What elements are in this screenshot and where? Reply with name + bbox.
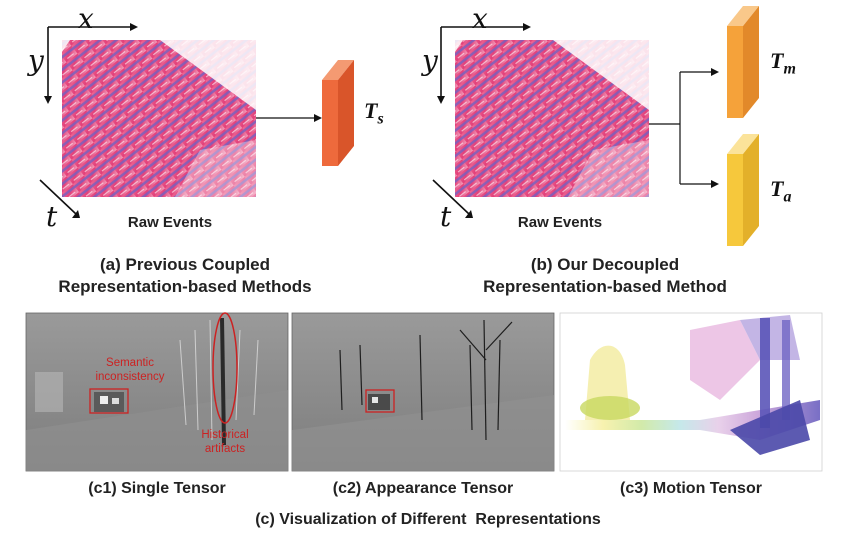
caption-a-line2: Representation-based Methods <box>58 277 312 296</box>
raw-events-label-a: Raw Events <box>127 214 213 231</box>
caption-c3: (c3) Motion Tensor <box>620 480 762 497</box>
x-axis-label-b: x <box>472 2 488 35</box>
t-axis-arrow-a <box>39 179 77 215</box>
y-axis-label-b: y <box>422 44 438 77</box>
c2-appearance-tensor-image <box>291 312 555 472</box>
tensor-ta-label: Ta <box>770 176 792 206</box>
raw-events-label-b: Raw Events <box>517 214 603 231</box>
tensor-tm-block <box>727 6 759 118</box>
semantic-inconsistency-box <box>89 388 129 414</box>
t-axis-arrow-b <box>432 179 470 215</box>
tensor-ta-block <box>727 134 759 246</box>
x-axis-label-a: x <box>78 2 94 35</box>
semantic-inconsistency-label: Semantic inconsistency <box>80 356 180 384</box>
caption-a: (a) Previous Coupled Representation-base… <box>20 254 350 298</box>
historical-line2: artifacts <box>204 443 246 455</box>
historical-line1: Historical <box>201 429 249 441</box>
c3-motion-tensor-image <box>559 312 823 472</box>
tensor-ts-block <box>322 60 354 166</box>
caption-b-line2: Representation-based Method <box>483 277 727 296</box>
caption-a-line1: (a) Previous Coupled <box>99 255 271 274</box>
historical-artifacts-label: Historical artifacts <box>180 428 270 456</box>
tensor-tm-label: Tm <box>770 48 796 78</box>
caption-b-line1: (b) Our Decoupled <box>530 255 680 274</box>
historical-artifacts-ellipse <box>212 312 238 424</box>
tensor-ts-label: Ts <box>364 98 384 128</box>
t-axis-label-a: t <box>46 200 58 233</box>
raw-events-white-area-a <box>62 40 256 110</box>
semantic-line2: inconsistency <box>95 371 165 383</box>
panel-b <box>432 6 759 246</box>
caption-b: (b) Our Decoupled Representation-based M… <box>440 254 770 298</box>
branch-arrows <box>649 71 712 185</box>
appearance-highlight-box <box>365 389 395 413</box>
panel-c <box>25 312 823 472</box>
caption-c1: (c1) Single Tensor <box>88 480 226 497</box>
t-axis-label-b: t <box>440 200 452 233</box>
y-axis-label-a: y <box>28 44 44 77</box>
semantic-line1: Semantic <box>106 357 154 369</box>
c1-single-tensor-image <box>25 312 289 472</box>
caption-c2: (c2) Appearance Tensor <box>332 480 514 497</box>
panel-a <box>39 23 354 218</box>
caption-c-main: (c) Visualization of Different Represent… <box>255 511 601 528</box>
